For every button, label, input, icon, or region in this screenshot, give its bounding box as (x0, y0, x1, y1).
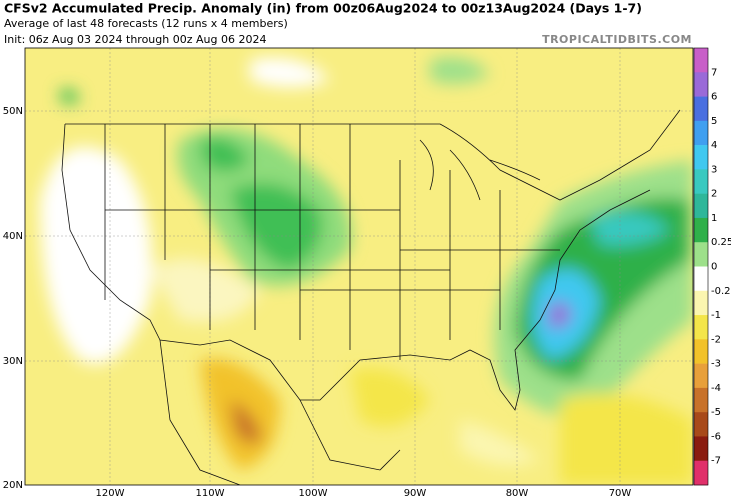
map-labels: 50N 40N 30N 20N 120W 110W 100W 90W 80W 70W (3, 106, 632, 499)
colorbar-label: 3 (711, 164, 717, 175)
colorbar-label: -0.25 (711, 286, 731, 297)
lon-label: 80W (506, 488, 529, 499)
colorbar-swatch (694, 193, 708, 219)
colorbar-swatch (694, 290, 708, 316)
colorbar-swatch (694, 169, 708, 194)
lon-label: 90W (404, 488, 427, 499)
lat-label: 50N (3, 106, 23, 117)
colorbar-swatch (694, 266, 708, 292)
colorbar-label: -3 (711, 359, 721, 370)
colorbar: 7 6 5 4 3 2 1 0.25 0 -0.25 -1 -2 -3 -4 -5 -6 -7 (693, 47, 731, 486)
title: CFSv2 Accumulated Precip. Anomaly (in) f… (4, 1, 642, 16)
colorbar-label: 0.25 (711, 237, 731, 248)
colorbar-swatch (694, 96, 708, 122)
lon-label: 70W (609, 488, 632, 499)
lon-label: 120W (96, 488, 125, 499)
colorbar-label: -6 (711, 431, 721, 442)
watermark: TROPICALTIDBITS.COM (542, 33, 692, 46)
colorbar-swatch (694, 363, 708, 389)
colorbar-swatch (694, 120, 708, 146)
colorbar-frame (693, 47, 709, 486)
colorbar-label: 0 (711, 262, 717, 273)
colorbar-label: -2 (711, 334, 721, 345)
colorbar-label: 1 (711, 213, 717, 224)
lon-label: 100W (299, 488, 328, 499)
colorbar-swatch (694, 387, 708, 413)
colorbar-label: 4 (711, 140, 717, 151)
colorbar-swatch (694, 48, 708, 73)
colorbar-label: 2 (711, 189, 717, 200)
colorbar-label: -4 (711, 383, 721, 394)
colorbar-swatch (694, 145, 708, 170)
subtitle: Average of last 48 forecasts (12 runs x … (4, 17, 288, 30)
colorbar-label: -7 (711, 456, 721, 467)
lat-label: 40N (3, 231, 23, 242)
map-frame (24, 47, 694, 486)
colorbar-swatch (694, 412, 708, 437)
lat-label: 30N (3, 356, 23, 367)
colorbar-swatch (694, 339, 708, 364)
colorbar-swatch (694, 460, 708, 486)
colorbar-swatch (694, 72, 708, 97)
colorbar-label: -1 (711, 310, 721, 321)
init-text: Init: 06z Aug 03 2024 through 00z Aug 06… (4, 33, 266, 46)
colorbar-swatch (694, 242, 708, 267)
colorbar-label: 6 (711, 92, 717, 103)
colorbar-swatch (694, 436, 708, 462)
colorbar-label: -5 (711, 407, 721, 418)
colorbar-label: 7 (711, 67, 717, 78)
lon-label: 110W (196, 488, 225, 499)
colorbar-swatch (694, 217, 708, 243)
lat-label: 20N (3, 480, 23, 491)
colorbar-swatch (694, 315, 708, 340)
colorbar-label: 5 (711, 116, 717, 127)
map (25, 48, 693, 485)
borders (61, 109, 681, 485)
